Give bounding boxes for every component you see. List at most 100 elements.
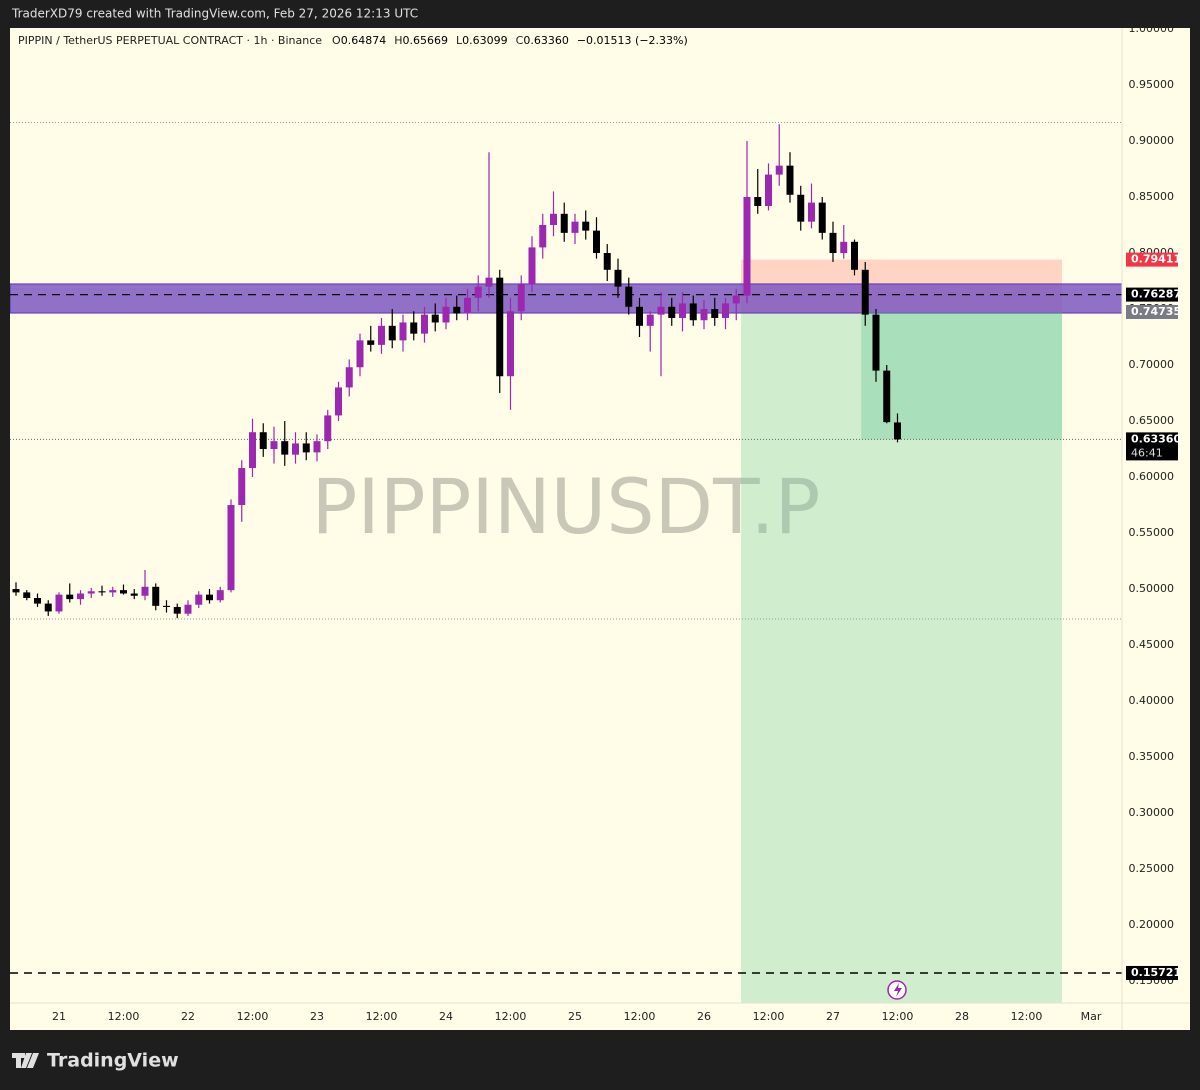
candle-body	[893, 422, 901, 440]
legend-value: 0.63099	[462, 34, 508, 47]
y-tick-label: 0.70000	[1129, 358, 1175, 371]
x-tick-label: 23	[310, 1010, 324, 1023]
y-tick-label: 0.20000	[1129, 918, 1175, 931]
footer-logo: TradingView	[12, 1050, 179, 1072]
price-chip-label: 0.63360	[1131, 432, 1181, 445]
price-chip	[1126, 252, 1178, 267]
candle-body	[388, 325, 396, 341]
candle-body	[625, 286, 633, 307]
candle-body	[474, 286, 482, 298]
candle-body	[313, 441, 321, 453]
candle-body	[431, 314, 439, 323]
candle-body	[76, 593, 84, 600]
candle-body	[549, 213, 557, 226]
zone-band	[10, 283, 1122, 314]
candle-body	[517, 284, 525, 312]
candle-body	[539, 225, 547, 248]
x-tick-label: 24	[439, 1010, 453, 1023]
x-tick-label: 12:00	[624, 1010, 656, 1023]
candle-body	[23, 592, 31, 598]
candle-body	[603, 253, 611, 270]
y-tick-label: 0.30000	[1129, 806, 1175, 819]
candle-body	[141, 586, 149, 596]
price-chip	[1126, 304, 1178, 319]
candle-body	[334, 387, 342, 416]
candle-body	[786, 165, 794, 195]
plot-area: PIPPINUSDT.P	[10, 122, 1122, 1003]
y-tick-label: 0.95000	[1129, 78, 1175, 91]
watermark: PIPPINUSDT.P	[312, 462, 821, 551]
candle-body	[872, 314, 880, 371]
candle-body	[485, 277, 493, 287]
candle-body	[463, 297, 471, 314]
x-tick-label: 12:00	[495, 1010, 527, 1023]
candle-body	[98, 591, 106, 593]
price-chip	[1126, 965, 1178, 980]
candle-body	[55, 594, 63, 612]
candle-body	[270, 441, 278, 450]
x-tick-label: 12:00	[753, 1010, 785, 1023]
symbol-line: PIPPIN / TetherUS PERPETUAL CONTRACT · 1…	[18, 34, 322, 47]
target-zone	[741, 311, 1062, 1003]
x-tick-label: 12:00	[108, 1010, 140, 1023]
candle-body	[259, 432, 267, 450]
candle-body	[807, 202, 815, 222]
price-chip-label: 0.15721	[1131, 966, 1181, 979]
legend-label: C	[516, 34, 524, 47]
y-tick-label: 0.60000	[1129, 470, 1175, 483]
candle-body	[700, 309, 708, 321]
candle-body	[721, 303, 729, 318]
candle-body	[324, 415, 332, 442]
header: TraderXD79 created with TradingView.com,…	[11, 7, 418, 21]
candle-body	[87, 591, 95, 594]
y-tick-label: 0.85000	[1129, 190, 1175, 203]
candle-body	[377, 325, 385, 345]
candle-body	[281, 441, 289, 455]
candle-body	[797, 194, 805, 222]
candle-body	[152, 586, 160, 606]
candle-body	[689, 303, 697, 321]
price-chip-label: 0.74735	[1131, 305, 1181, 318]
candle-body	[367, 340, 375, 345]
x-tick-label: 27	[826, 1010, 840, 1023]
candle-body	[571, 221, 579, 233]
candle-body	[453, 306, 461, 314]
candle-body	[754, 197, 762, 206]
candle-body	[184, 604, 192, 614]
y-tick-label: 0.40000	[1129, 694, 1175, 707]
candle-body	[420, 314, 428, 334]
candle-body	[227, 505, 235, 591]
candle-body	[635, 306, 643, 326]
legend-label: L	[456, 34, 463, 47]
candle-body	[109, 590, 117, 593]
x-tick-label: 12:00	[366, 1010, 398, 1023]
candle-body	[592, 230, 600, 254]
candle-body	[646, 314, 654, 326]
candle-body	[130, 593, 138, 596]
price-chip-label: 0.76287	[1131, 288, 1181, 301]
x-tick-label: 22	[181, 1010, 195, 1023]
candle-body	[205, 594, 213, 601]
y-tick-label: 0.90000	[1129, 134, 1175, 147]
y-tick-label: 1.00000	[1129, 22, 1175, 35]
x-tick-label: 12:00	[1011, 1010, 1043, 1023]
pnl-fill	[861, 311, 1062, 440]
candle-body	[582, 221, 590, 231]
y-tick-label: 0.25000	[1129, 862, 1175, 875]
legend-label: H	[394, 34, 402, 47]
logo-text: TradingView	[47, 1050, 179, 1072]
candle-body	[33, 597, 41, 604]
candle-body	[442, 306, 450, 323]
x-tick-label: Mar	[1081, 1010, 1102, 1023]
candle-body	[356, 340, 364, 368]
candle-body	[345, 367, 353, 388]
candle-body	[496, 277, 504, 377]
price-chip	[1126, 432, 1178, 461]
candle-body	[506, 311, 514, 377]
chart-background	[10, 28, 1190, 1030]
legend-value: 0.65669	[403, 34, 449, 47]
x-tick-label: 28	[955, 1010, 969, 1023]
legend-value: 0.64874	[341, 34, 387, 47]
x-tick-label: 25	[568, 1010, 582, 1023]
candle-body	[614, 269, 622, 287]
